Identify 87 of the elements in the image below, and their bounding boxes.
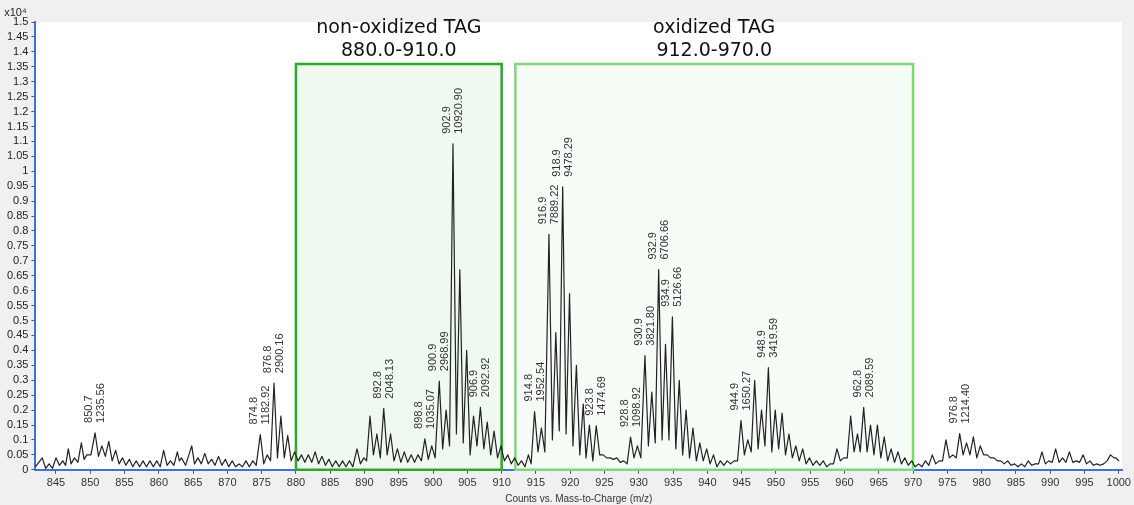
y-tick-label: 0.15 bbox=[6, 418, 29, 431]
x-axis-title: Counts vs. Mass-to-Charge (m/z) bbox=[505, 492, 653, 504]
y-tick-label: 0.6 bbox=[13, 283, 29, 296]
annotation: 914.8 1952.54 bbox=[521, 361, 546, 402]
x-tick-label: 970 bbox=[903, 476, 923, 489]
x-tick-label: 895 bbox=[389, 476, 408, 489]
x-tick-label: 955 bbox=[801, 476, 820, 489]
annotation: 948.9 3419.59 bbox=[755, 317, 780, 358]
annotation: 923.8 1474.69 bbox=[583, 376, 608, 416]
y-tick-label: 0.65 bbox=[6, 268, 29, 281]
x-tick-label: 865 bbox=[183, 476, 203, 489]
annotation: 902.9 10920.90 bbox=[440, 87, 464, 134]
y-tick-label: 0.05 bbox=[6, 447, 29, 460]
x-tick-label: 860 bbox=[149, 476, 169, 489]
x-tick-label: 965 bbox=[869, 476, 888, 489]
annotation: 962.8 2089.59 bbox=[850, 357, 875, 398]
y-tick-label: 1.4 bbox=[13, 44, 29, 57]
y-tick-label: 1.5 bbox=[13, 15, 29, 28]
x-tick-label: 960 bbox=[835, 476, 854, 489]
x-tick-label: 905 bbox=[458, 476, 477, 489]
x-tick-label: 985 bbox=[1006, 476, 1026, 489]
x-tick-label: 925 bbox=[595, 476, 614, 489]
y-tick-label: 0.3 bbox=[13, 373, 29, 386]
y-tick-label: 0.85 bbox=[6, 209, 29, 222]
y-tick-label: 0.45 bbox=[6, 328, 29, 341]
annotation: 944.9 1650.27 bbox=[727, 370, 752, 411]
annotation: 918.9 9478.29 bbox=[549, 137, 574, 177]
x-tick-label: 930 bbox=[629, 476, 648, 489]
y-tick-label: 1.3 bbox=[13, 74, 29, 87]
x-tick-label: 990 bbox=[1041, 476, 1060, 489]
y-tick-label: 0.75 bbox=[6, 238, 29, 251]
x-tick-label: 910 bbox=[492, 476, 511, 489]
x-tick-label: 855 bbox=[115, 476, 134, 489]
x-tick-label: 935 bbox=[663, 476, 683, 489]
annotation: 900.9 2968.99 bbox=[426, 331, 451, 372]
x-tick-label: 900 bbox=[423, 476, 443, 489]
x-tick-label: 845 bbox=[46, 476, 66, 489]
annotation: 906.9 2092.92 bbox=[467, 357, 492, 398]
annotation: 930.9 3821.80 bbox=[631, 305, 656, 346]
x-tick-label: 940 bbox=[698, 476, 717, 489]
y-tick-label: 1.1 bbox=[13, 134, 29, 147]
x-tick-label: 870 bbox=[218, 476, 237, 489]
annotation: 892.8 2048.13 bbox=[370, 358, 395, 399]
annotation: 928.8 1098.92 bbox=[617, 387, 642, 427]
annotation: 934.9 5126.66 bbox=[659, 266, 684, 307]
band-label: oxidized TAG 912.0-970.0 bbox=[653, 14, 776, 60]
y-tick-label: 1.25 bbox=[6, 89, 29, 102]
y-tick-label: 0.7 bbox=[13, 253, 29, 266]
annotation: 850.7 1235.56 bbox=[82, 383, 107, 423]
y-tick-label: 1.2 bbox=[13, 104, 29, 117]
y-tick-label: 1.15 bbox=[6, 119, 29, 132]
y-tick-label: 0.55 bbox=[6, 298, 29, 311]
x-tick-label: 1000 bbox=[1106, 476, 1131, 489]
y-axis-title: x10⁴ bbox=[4, 5, 27, 18]
y-tick-label: 0.2 bbox=[13, 403, 29, 416]
x-tick-label: 890 bbox=[355, 476, 374, 489]
annotation: 916.9 7889.22 bbox=[536, 184, 560, 225]
x-tick-label: 975 bbox=[938, 476, 957, 489]
y-tick-label: 0.5 bbox=[13, 313, 29, 326]
band-label: non-oxidized TAG 880.0-910.0 bbox=[316, 14, 482, 60]
y-tick-label: 0.4 bbox=[13, 343, 29, 356]
y-tick-label: 0.8 bbox=[13, 224, 29, 236]
x-tick-label: 980 bbox=[972, 476, 991, 489]
y-tick-label: 0 bbox=[22, 462, 29, 475]
x-tick-label: 950 bbox=[766, 476, 786, 489]
annotation: 976.8 1214.40 bbox=[946, 383, 971, 424]
annotation: 932.9 6706.66 bbox=[645, 219, 670, 260]
y-tick-label: 1.45 bbox=[6, 29, 29, 42]
annotation: 898.8 1035.07 bbox=[411, 389, 436, 429]
x-tick-label: 880 bbox=[286, 476, 306, 489]
y-tick-label: 0.9 bbox=[13, 194, 29, 207]
x-tick-label: 920 bbox=[561, 476, 580, 489]
y-tick-label: 0.1 bbox=[13, 432, 29, 445]
x-tick-label: 995 bbox=[1075, 476, 1094, 489]
annotation: 874.8 1182.92 bbox=[247, 385, 272, 425]
x-tick-label: 875 bbox=[252, 476, 271, 489]
y-tick-label: 0.25 bbox=[6, 388, 29, 401]
y-tick-label: 1.05 bbox=[6, 149, 29, 162]
x-tick-label: 850 bbox=[81, 476, 100, 489]
y-tick-label: 0.95 bbox=[6, 179, 29, 192]
y-tick-label: 1 bbox=[22, 164, 29, 177]
x-tick-label: 945 bbox=[732, 476, 751, 489]
x-tick-label: 885 bbox=[321, 476, 340, 489]
y-tick-label: 0.35 bbox=[6, 358, 29, 371]
y-tick-label: 1.35 bbox=[6, 59, 29, 72]
x-tick-label: 915 bbox=[526, 476, 546, 489]
annotation: 876.8 2900.16 bbox=[261, 333, 286, 374]
